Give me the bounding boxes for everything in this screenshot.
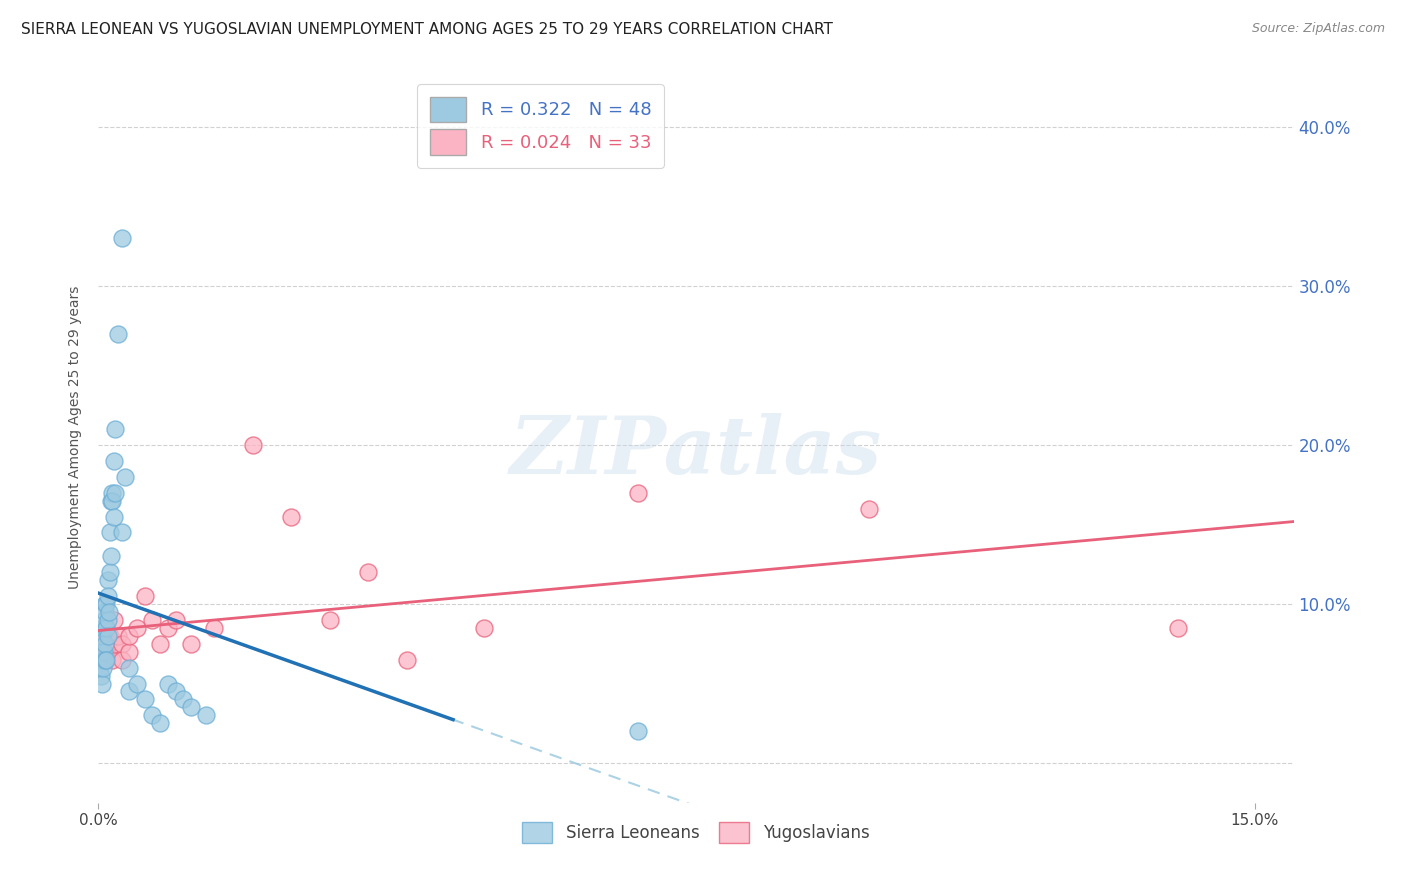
Point bbox=[94, 653, 117, 667]
Point bbox=[97, 573, 120, 587]
Point bbox=[319, 613, 342, 627]
Point bbox=[110, 653, 132, 667]
Point bbox=[156, 676, 179, 690]
Point bbox=[90, 645, 112, 659]
Point bbox=[118, 660, 141, 674]
Legend: Sierra Leoneans, Yugoslavians: Sierra Leoneans, Yugoslavians bbox=[516, 815, 876, 849]
Point bbox=[98, 525, 121, 540]
Point bbox=[149, 637, 172, 651]
Point bbox=[98, 629, 121, 643]
Point bbox=[91, 637, 114, 651]
Point bbox=[627, 485, 650, 500]
Point bbox=[94, 621, 117, 635]
Point bbox=[357, 566, 380, 580]
Point bbox=[91, 621, 114, 635]
Y-axis label: Unemployment Among Ages 25 to 29 years: Unemployment Among Ages 25 to 29 years bbox=[69, 285, 83, 589]
Point bbox=[104, 485, 127, 500]
Point bbox=[100, 549, 122, 564]
Point bbox=[100, 493, 122, 508]
Point bbox=[90, 676, 112, 690]
Point bbox=[141, 613, 163, 627]
Point bbox=[104, 422, 127, 436]
Point bbox=[165, 684, 187, 698]
Point bbox=[94, 597, 117, 611]
Point bbox=[107, 326, 129, 341]
Point bbox=[91, 660, 114, 674]
Point bbox=[94, 621, 117, 635]
Point bbox=[97, 589, 120, 603]
Point bbox=[118, 684, 141, 698]
Point bbox=[242, 438, 264, 452]
Point bbox=[202, 621, 225, 635]
Point bbox=[195, 708, 218, 723]
Point bbox=[134, 692, 156, 706]
Point bbox=[97, 613, 120, 627]
Point bbox=[97, 629, 120, 643]
Point bbox=[280, 509, 302, 524]
Point bbox=[94, 645, 117, 659]
Point bbox=[98, 566, 121, 580]
Point bbox=[180, 637, 202, 651]
Point bbox=[103, 509, 125, 524]
Point bbox=[89, 660, 111, 674]
Point bbox=[101, 493, 124, 508]
Point bbox=[134, 589, 156, 603]
Point bbox=[90, 668, 112, 682]
Point bbox=[93, 645, 115, 659]
Point bbox=[103, 637, 125, 651]
Point bbox=[103, 613, 125, 627]
Point bbox=[98, 605, 121, 619]
Point bbox=[627, 724, 650, 739]
Point bbox=[156, 621, 179, 635]
Point bbox=[90, 645, 112, 659]
Point bbox=[165, 613, 187, 627]
Point bbox=[94, 605, 117, 619]
Point bbox=[93, 637, 115, 651]
Point bbox=[107, 629, 129, 643]
Point bbox=[100, 485, 122, 500]
Point bbox=[125, 621, 148, 635]
Text: Source: ZipAtlas.com: Source: ZipAtlas.com bbox=[1251, 22, 1385, 36]
Point bbox=[101, 653, 124, 667]
Point bbox=[118, 629, 141, 643]
Text: SIERRA LEONEAN VS YUGOSLAVIAN UNEMPLOYMENT AMONG AGES 25 TO 29 YEARS CORRELATION: SIERRA LEONEAN VS YUGOSLAVIAN UNEMPLOYME… bbox=[21, 22, 832, 37]
Point bbox=[110, 637, 132, 651]
Point bbox=[472, 621, 495, 635]
Text: ZIPatlas: ZIPatlas bbox=[510, 413, 882, 491]
Point bbox=[94, 629, 117, 643]
Point bbox=[103, 454, 125, 468]
Point bbox=[114, 470, 136, 484]
Point bbox=[93, 597, 115, 611]
Point bbox=[110, 231, 132, 245]
Point bbox=[141, 708, 163, 723]
Point bbox=[125, 676, 148, 690]
Point bbox=[93, 613, 115, 627]
Point bbox=[93, 653, 115, 667]
Point bbox=[858, 501, 880, 516]
Point bbox=[94, 653, 117, 667]
Point bbox=[110, 525, 132, 540]
Point bbox=[91, 653, 114, 667]
Point bbox=[149, 716, 172, 731]
Point bbox=[91, 629, 114, 643]
Point bbox=[118, 645, 141, 659]
Point bbox=[97, 637, 120, 651]
Point bbox=[180, 700, 202, 714]
Point bbox=[172, 692, 194, 706]
Point bbox=[1167, 621, 1189, 635]
Point bbox=[395, 653, 418, 667]
